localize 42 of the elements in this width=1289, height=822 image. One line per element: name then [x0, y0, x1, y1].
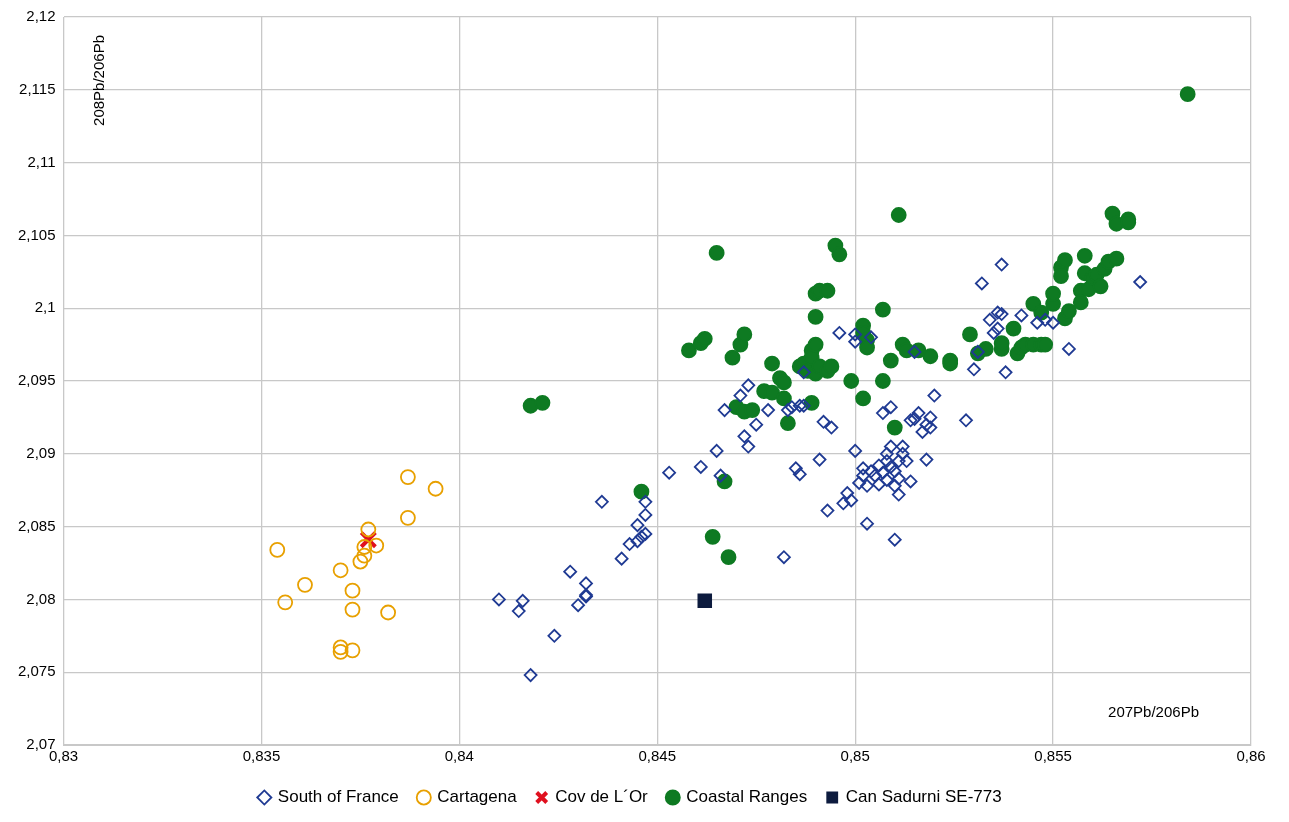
legend-label: Cartagena: [437, 787, 518, 807]
point: [352, 553, 369, 570]
y-tick-label: 2,075: [17, 662, 56, 680]
point: [344, 601, 361, 618]
y-tick-label: 2,08: [26, 589, 56, 607]
point: [380, 604, 397, 621]
point: [360, 521, 377, 538]
legend-label: South of France: [277, 787, 399, 807]
x-tick-label: 0,85: [840, 747, 870, 765]
x-tick-label: 0,835: [242, 747, 281, 765]
legend-label: Coastal Ranges: [686, 787, 808, 807]
legend-label: Cov de L´Or: [555, 787, 649, 807]
point: [269, 542, 286, 558]
point: [344, 642, 361, 659]
point: [356, 547, 373, 564]
y-tick-label: 2,1: [34, 298, 56, 316]
point: [400, 509, 416, 526]
point: [277, 594, 294, 611]
legend-label: Can Sadurni SE-773: [845, 787, 1002, 807]
x-tick-label: 0,845: [638, 747, 677, 765]
point: [332, 562, 349, 579]
x-tick-label: 0,86: [1236, 747, 1266, 765]
x-axis-title: 207Pb/206Pb: [1108, 703, 1199, 720]
point: [356, 539, 373, 555]
point: [344, 582, 361, 599]
point: [332, 639, 349, 656]
y-tick-label: 2,115: [19, 79, 56, 97]
point: [400, 469, 416, 485]
y-tick-label: 2,085: [17, 516, 56, 534]
x-tick-label: 0,855: [1034, 747, 1072, 765]
y-tick-label: 2,12: [26, 7, 56, 25]
point: [332, 643, 349, 660]
point: [368, 537, 385, 554]
y-tick-label: 2,11: [27, 152, 56, 170]
point: [297, 576, 313, 593]
y-tick-label: 2,095: [17, 371, 56, 389]
y-tick-label: 2,09: [26, 443, 56, 461]
x-tick-label: 0,84: [444, 747, 474, 765]
y-axis-title: 208Pb/206Pb: [89, 35, 107, 126]
point: [427, 480, 444, 497]
y-tick-label: 2,105: [17, 225, 56, 243]
point: [697, 593, 713, 609]
